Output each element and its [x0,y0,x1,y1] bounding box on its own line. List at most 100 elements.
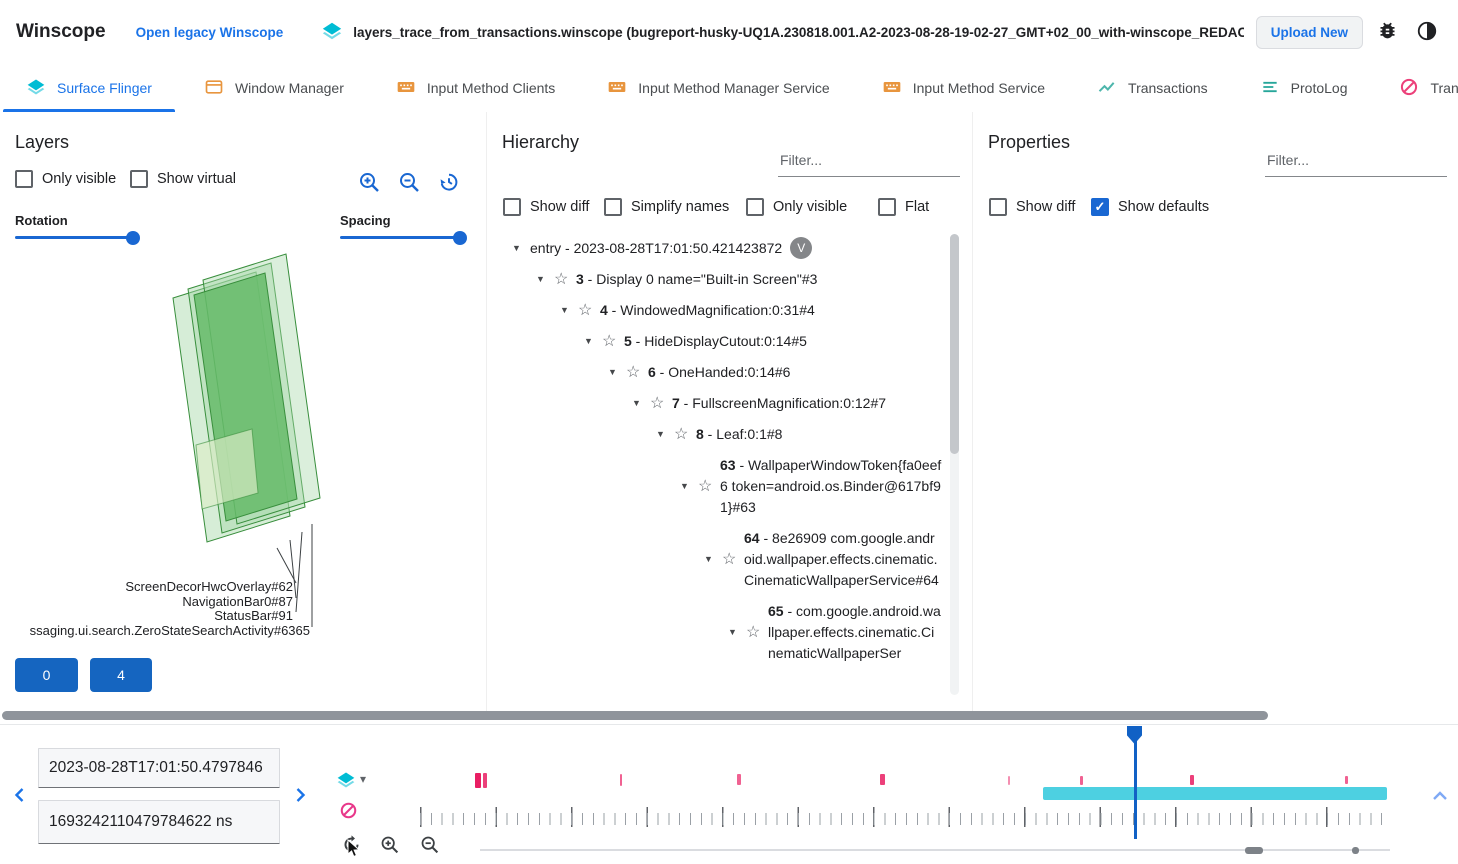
panel-resize-scrollbar[interactable] [2,711,1268,720]
expand-arrow-icon[interactable]: ▼ [536,274,545,284]
layers-3d-view[interactable]: ScreenDecorHwcOverlay#62 NavigationBar0#… [0,245,470,645]
checkbox-show-defaults[interactable]: Show defaults [1091,198,1209,216]
expand-arrow-icon[interactable]: ▼ [728,627,737,637]
collapse-timeline-button[interactable] [1428,784,1452,811]
tab-surface-flinger[interactable]: Surface Flinger [0,64,178,112]
tree-node[interactable]: ▼ ☆ 5 - HideDisplayCutout:0:14#5 [487,326,946,357]
tab-input-method-manager-service[interactable]: Input Method Manager Service [581,64,855,112]
tree-node[interactable]: ▼ ☆ 7 - FullscreenMagnification:0:12#7 [487,388,946,419]
tree-node[interactable]: ▼ ☆ 4 - WindowedMagnification:0:31#4 [487,295,946,326]
checkbox-show-diff[interactable]: Show diff [503,198,589,216]
selected-time-input[interactable] [38,748,280,788]
trace-event-marker[interactable] [483,773,487,788]
reset-zoom-button[interactable] [341,834,362,858]
trace-dropdown-caret-icon[interactable]: ▾ [360,772,367,786]
report-bug-button[interactable] [1373,16,1402,48]
expand-arrow-icon[interactable]: ▼ [512,242,521,253]
hierarchy-filter-input[interactable] [778,148,960,177]
tree-node[interactable]: ▼ ☆ 8 - Leaf:0:1#8 [487,419,946,450]
star-icon[interactable]: ☆ [722,551,737,568]
spacing-slider[interactable] [340,229,467,245]
star-icon[interactable]: ☆ [698,478,713,495]
expand-arrow-icon[interactable]: ▼ [704,554,713,564]
trace-event-marker[interactable] [475,773,481,788]
tab-input-method-clients[interactable]: Input Method Clients [370,64,581,112]
star-icon[interactable]: ☆ [578,302,593,319]
expand-arrow-icon[interactable]: ▼ [632,398,641,408]
checkbox-simplify-names[interactable]: Simplify names [604,198,729,216]
timeline-zoom-in-button[interactable] [379,834,400,858]
checkbox-box[interactable] [989,198,1007,216]
star-icon[interactable]: ☆ [650,395,665,412]
checkbox-show-virtual[interactable]: Show virtual [130,170,236,188]
display-group-button-4[interactable]: 4 [90,658,152,692]
checkbox-only-visible[interactable]: Only visible [746,198,847,216]
timeline-section: ▾ [0,724,1458,861]
expand-arrow-icon[interactable]: ▼ [584,336,593,346]
properties-filter-input[interactable] [1265,148,1447,177]
open-legacy-link[interactable]: Open legacy Winscope [135,24,284,40]
tab-protolog[interactable]: ProtoLog [1234,64,1374,112]
tab-transitions[interactable]: Transitions [1373,64,1458,112]
trace-event-marker[interactable] [880,774,885,785]
timeline-zoom-scrollbar[interactable] [480,846,1390,854]
tab-window-manager[interactable]: Window Manager [178,64,370,112]
hierarchy-scrollbar[interactable] [950,234,959,695]
checkbox-only-visible[interactable]: Only visible [15,170,116,188]
star-icon[interactable]: ☆ [674,426,689,443]
upload-new-button[interactable]: Upload New [1255,15,1363,49]
tree-node[interactable]: ▼ ☆ entry - 2023-08-28T17:01:50.42142387… [487,232,946,264]
trace-event-marker[interactable] [737,774,741,785]
trace-event-marker[interactable] [1190,775,1194,785]
selected-ns-input[interactable] [38,800,280,844]
scrollbar-thumb[interactable] [950,234,959,454]
trace-event-marker[interactable] [1345,776,1348,784]
expand-arrow-icon[interactable]: ▼ [560,305,569,315]
checkbox-show-diff[interactable]: Show diff [989,198,1075,216]
expand-arrow-icon[interactable]: ▼ [656,429,665,439]
zoom-in-button[interactable] [356,170,382,196]
checkbox-box[interactable] [503,198,521,216]
surfaceflinger-coverage-bar[interactable] [1043,787,1387,800]
checkbox-flat[interactable]: Flat [878,198,929,216]
tree-node[interactable]: ▼ ☆ 65 - com.google.android.wallpaper.ef… [487,596,946,669]
star-icon[interactable]: ☆ [626,364,641,381]
checkbox-box[interactable] [878,198,896,216]
tree-node[interactable]: ▼ ☆ 6 - OneHanded:0:14#6 [487,357,946,388]
prev-entry-button[interactable] [8,783,32,810]
expand-arrow-icon[interactable]: ▼ [680,481,689,491]
trace-event-marker[interactable] [620,774,622,786]
star-icon[interactable]: ☆ [554,271,569,288]
trace-event-marker[interactable] [1080,776,1083,785]
trace-event-marker[interactable] [1008,776,1010,785]
tree-node[interactable]: ▼ ☆ 63 - WallpaperWindowToken{fa0eef6 to… [487,450,946,523]
checkbox-box[interactable] [15,170,33,188]
checkbox-box[interactable] [1091,198,1109,216]
next-entry-button[interactable] [288,783,312,810]
tab-transactions[interactable]: Transactions [1071,64,1234,112]
timeline-zoom-out-button[interactable] [419,834,440,858]
checkbox-box[interactable] [130,170,148,188]
display-group-button-0[interactable]: 0 [15,658,78,692]
checkbox-box[interactable] [746,198,764,216]
star-icon[interactable]: ☆ [602,333,617,350]
slider-thumb[interactable] [125,230,140,245]
tab-input-method-service[interactable]: Input Method Service [856,64,1071,112]
timeline-cursor-flag[interactable] [1127,726,1142,744]
expand-arrow-icon[interactable]: ▼ [608,367,617,377]
tree-node[interactable]: ▼ ☆ 3 - Display 0 name="Built-in Screen"… [487,264,946,295]
zoom-out-button[interactable] [396,170,422,196]
timeline-canvas[interactable] [420,726,1392,841]
transactions-trace-icon[interactable] [339,801,358,825]
star-icon[interactable]: ☆ [746,624,761,641]
reset-view-button[interactable] [436,170,462,196]
zoom-scrollbar-handle[interactable] [1352,846,1359,854]
timeline-cursor-line[interactable] [1134,726,1137,839]
tree-node[interactable]: ▼ ☆ 64 - 8e26909 com.google.android.wall… [487,523,946,596]
rotation-slider[interactable] [15,229,140,245]
surfaceflinger-trace-icon[interactable] [336,770,356,795]
theme-toggle-button[interactable] [1412,16,1442,49]
checkbox-box[interactable] [604,198,622,216]
slider-thumb[interactable] [453,230,467,245]
zoom-scrollbar-handle[interactable] [1245,846,1263,854]
